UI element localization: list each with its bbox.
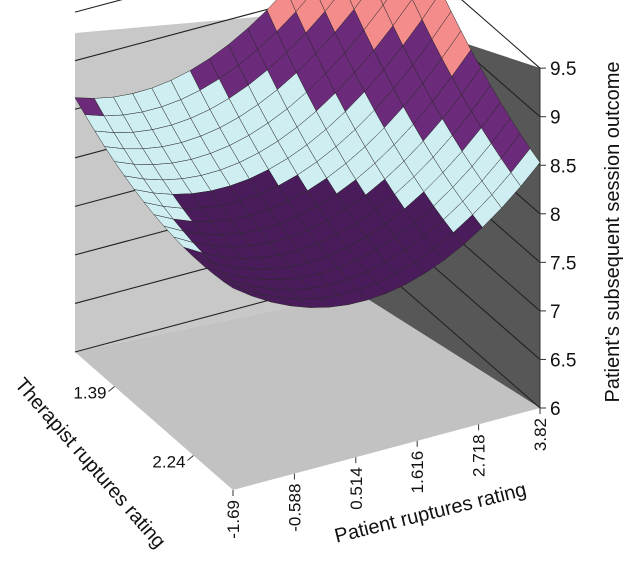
- z-tick-label: 7: [550, 302, 561, 323]
- x-tick-label: 3.82: [531, 418, 550, 451]
- surface-cell: [349, 0, 362, 10]
- z-tick-label: 9: [550, 108, 561, 129]
- x-tick-label: -0.588: [285, 484, 304, 532]
- surface: [74, 0, 541, 308]
- y-tick-mark: [187, 455, 194, 461]
- z-tick-label: 6.5: [550, 350, 576, 371]
- gridline: [74, 0, 541, 69]
- x-tick-label: 1.616: [408, 451, 427, 494]
- surface-cell: [222, 281, 253, 297]
- surface-cell: [290, 0, 307, 13]
- z-axis-label: Patient’s subsequent session outcome: [602, 62, 624, 403]
- x-tick-label: -1.69: [224, 500, 243, 539]
- axes: 6 6.5 7 7.5 8 8.5 9 9.5 -1.69 -0.588 0.514 1.616 2.7…: [73, 59, 576, 539]
- y-tick-label: 2.24: [152, 453, 185, 472]
- x-tick-label: 0.514: [347, 467, 366, 510]
- z-tick-label: 6: [550, 399, 561, 420]
- surface-cell: [380, 0, 388, 6]
- z-tick-label: 9.5: [550, 59, 576, 80]
- surface-cell: [319, 0, 335, 12]
- x-tick-label: 2.718: [470, 434, 489, 477]
- y-tick-label: 1.39: [73, 384, 106, 403]
- z-tick-label: 8: [550, 205, 561, 226]
- gridline: [74, 0, 541, 118]
- z-tick-label: 7.5: [550, 253, 576, 274]
- y-tick-mark: [108, 386, 115, 392]
- floor: [75, 293, 540, 490]
- z-tick-label: 8.5: [550, 156, 576, 177]
